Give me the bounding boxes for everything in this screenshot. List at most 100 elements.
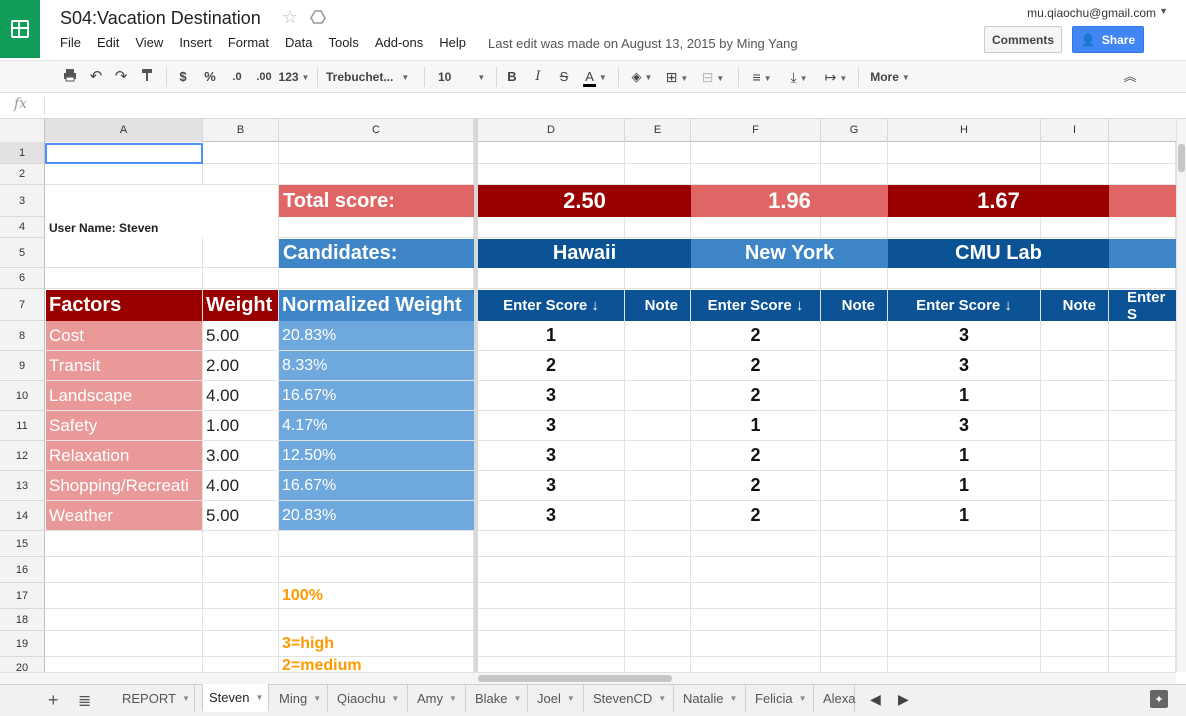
enter-score-next[interactable]: Enter S xyxy=(1109,289,1176,323)
row-header-1[interactable]: 1 xyxy=(0,142,45,164)
horizontal-align-button[interactable]: ≡ ▼ xyxy=(746,68,778,86)
star-icon[interactable]: ☆ xyxy=(282,7,299,27)
factors-header[interactable]: Factors xyxy=(46,290,202,321)
factor-score[interactable]: 2 xyxy=(750,385,761,405)
undo-icon[interactable]: ↶ xyxy=(89,68,103,85)
horizontal-scroll-thumb[interactable] xyxy=(478,675,672,682)
sheet-tab-natalie[interactable]: Natalie ▼ xyxy=(677,685,746,712)
column-header-e[interactable]: E xyxy=(625,119,691,142)
menu-format[interactable]: Format xyxy=(227,35,269,50)
row-header-3[interactable]: 3 xyxy=(0,185,45,217)
factor-normalized-weight[interactable]: 12.50% xyxy=(279,441,474,470)
column-header-j[interactable] xyxy=(1109,119,1176,142)
row-header-7[interactable]: 7 xyxy=(0,289,45,321)
candidate-cmu-lab[interactable]: CMU Lab xyxy=(888,239,1109,268)
borders-button[interactable]: ⊞ ▼ xyxy=(662,68,692,86)
factor-weight[interactable]: 3.00 xyxy=(203,441,278,470)
factor-weight[interactable]: 5.00 xyxy=(203,501,278,530)
row-header-6[interactable]: 6 xyxy=(0,268,45,289)
sheet-tab-stevencd[interactable]: StevenCD ▼ xyxy=(587,685,674,712)
factor-normalized-weight[interactable]: 20.83% xyxy=(279,501,474,530)
enter-score-cmu-lab[interactable]: Enter Score ↓ xyxy=(888,290,1040,321)
sheets-logo[interactable] xyxy=(0,0,40,58)
candidate-hawaii[interactable]: Hawaii xyxy=(478,239,691,268)
row-header-20[interactable]: 20 xyxy=(0,657,45,672)
factor-score[interactable]: 3 xyxy=(545,475,556,495)
font-family-dropdown[interactable]: Trebuchet... ▼ xyxy=(326,68,416,86)
text-wrap-button[interactable]: ↦ ▼ xyxy=(818,68,854,86)
factor-weight[interactable]: 5.00 xyxy=(203,321,278,350)
candidates-label[interactable]: Candidates: xyxy=(279,239,474,268)
factor-normalized-weight[interactable]: 20.83% xyxy=(279,321,474,350)
factor-weight[interactable]: 1.00 xyxy=(203,411,278,440)
candidate-next[interactable] xyxy=(1109,239,1176,268)
note-cmu-lab[interactable]: Note xyxy=(1041,290,1108,321)
selected-cell-a1[interactable] xyxy=(45,143,203,164)
share-button[interactable]: 👤 Share xyxy=(1072,26,1144,53)
sheet-tab-joel[interactable]: Joel ▼ xyxy=(531,685,584,712)
total-score-next[interactable] xyxy=(1109,185,1176,217)
legend-medium[interactable]: 2=medium xyxy=(282,657,362,672)
fill-color-button[interactable]: ◈ ▼ xyxy=(626,68,658,86)
select-all-corner[interactable] xyxy=(0,119,45,142)
row-header-15[interactable]: 15 xyxy=(0,531,45,557)
factor-score[interactable]: 3 xyxy=(545,505,556,525)
comments-button[interactable]: Comments xyxy=(984,26,1062,53)
vertical-scrollbar[interactable] xyxy=(1176,119,1186,672)
redo-icon[interactable]: ↷ xyxy=(114,68,128,85)
row-header-12[interactable]: 12 xyxy=(0,441,45,471)
tab-caret-icon[interactable]: ▼ xyxy=(566,694,575,703)
factor-score[interactable]: 3 xyxy=(958,415,969,435)
tab-caret-icon[interactable]: ▼ xyxy=(729,694,738,703)
scroll-tabs-left-icon[interactable]: ◀ xyxy=(870,691,881,707)
menu-help[interactable]: Help xyxy=(439,35,466,50)
row-header-13[interactable]: 13 xyxy=(0,471,45,501)
factor-score[interactable]: 3 xyxy=(958,355,969,375)
more-formats-dropdown[interactable]: 123 ▼ xyxy=(277,68,311,86)
tab-caret-icon[interactable]: ▼ xyxy=(181,694,190,703)
factor-name[interactable]: Shopping/Recreati xyxy=(46,471,202,500)
sheet-tab-ming[interactable]: Ming ▼ xyxy=(273,685,328,712)
tab-caret-icon[interactable]: ▼ xyxy=(449,694,457,703)
enter-score-hawaii[interactable]: Enter Score ↓ xyxy=(478,290,624,321)
row-header-19[interactable]: 19 xyxy=(0,631,45,657)
increase-decimal-button[interactable]: .00 xyxy=(256,71,272,83)
bold-button[interactable]: B xyxy=(507,69,517,84)
frozen-column-divider[interactable] xyxy=(474,119,478,672)
more-button[interactable]: More ▼ xyxy=(866,68,914,86)
row-header-16[interactable]: 16 xyxy=(0,557,45,583)
legend-high[interactable]: 3=high xyxy=(282,635,335,652)
factor-score[interactable]: 2 xyxy=(750,475,761,495)
row-header-18[interactable]: 18 xyxy=(0,609,45,631)
factor-weight[interactable]: 4.00 xyxy=(203,471,278,500)
factor-name[interactable]: Cost xyxy=(46,321,202,350)
horizontal-scrollbar[interactable] xyxy=(478,672,1176,684)
user-name-label[interactable]: User Name: Steven xyxy=(46,218,278,238)
factor-score[interactable]: 3 xyxy=(545,385,556,405)
user-account[interactable]: mu.qiaochu@gmail.com xyxy=(1027,6,1156,20)
menu-file[interactable]: File xyxy=(60,35,81,50)
total-score-new-york[interactable]: 1.96 xyxy=(691,185,888,217)
row-header-11[interactable]: 11 xyxy=(0,411,45,441)
tab-caret-icon[interactable]: ▼ xyxy=(798,694,807,703)
factor-score[interactable]: 1 xyxy=(958,475,969,495)
factor-name[interactable]: Landscape xyxy=(46,381,202,410)
factor-name[interactable]: Weather xyxy=(46,501,202,530)
vertical-scroll-thumb[interactable] xyxy=(1178,144,1185,172)
text-color-button[interactable]: A ▼ xyxy=(578,68,612,87)
total-score-hawaii[interactable]: 2.50 xyxy=(478,185,691,217)
enter-score-new-york[interactable]: Enter Score ↓ xyxy=(691,290,820,321)
tab-caret-icon[interactable]: ▼ xyxy=(391,694,400,703)
row-header-4[interactable]: 4 xyxy=(0,217,45,238)
explore-icon[interactable]: ✦ xyxy=(1150,690,1168,708)
factor-score[interactable]: 2 xyxy=(545,355,556,375)
total-percent[interactable]: 100% xyxy=(282,587,323,604)
font-size-dropdown[interactable]: 10 ▼ xyxy=(438,68,490,86)
sheet-tab-blake[interactable]: Blake ▼ xyxy=(469,685,528,712)
factor-score[interactable]: 3 xyxy=(958,325,969,345)
factor-normalized-weight[interactable]: 8.33% xyxy=(279,351,474,380)
factor-name[interactable]: Safety xyxy=(46,411,202,440)
tab-caret-icon[interactable]: ▼ xyxy=(658,694,667,703)
print-icon[interactable] xyxy=(62,68,78,86)
column-header-d[interactable]: D xyxy=(478,119,625,142)
